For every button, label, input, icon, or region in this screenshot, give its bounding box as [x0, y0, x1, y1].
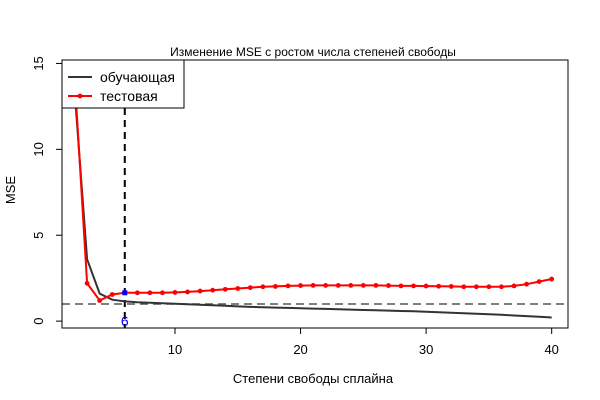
test-point: [285, 283, 291, 289]
series-line-train: [73, 90, 552, 319]
highlight-point: [122, 290, 128, 296]
test-point: [260, 284, 266, 290]
test-point: [147, 290, 153, 296]
test-point: [436, 283, 442, 289]
test-point: [423, 283, 429, 289]
test-point: [323, 282, 329, 288]
test-point: [298, 283, 303, 288]
test-point: [411, 283, 416, 289]
chart-title: Изменение MSE с ростом числа степеней св…: [170, 45, 456, 59]
test-point: [448, 284, 454, 289]
test-point: [160, 290, 165, 296]
test-point: [185, 289, 190, 295]
test-point: [247, 285, 253, 291]
test-point: [335, 282, 341, 288]
test-point: [348, 282, 354, 288]
test-point: [499, 284, 504, 290]
test-point: [210, 287, 216, 293]
x-tick-label: 10: [168, 342, 182, 357]
legend-entry: тестовая: [100, 88, 158, 104]
test-point: [197, 288, 203, 294]
x-axis-label: Степени свободы сплайна: [233, 371, 394, 386]
test-point: [360, 282, 366, 288]
x-tick-label: 40: [544, 342, 558, 357]
test-point: [172, 290, 178, 295]
plot-frame: [61, 59, 569, 329]
test-point: [386, 283, 391, 288]
y-tick-label: 5: [31, 232, 46, 239]
y-tick-label: 10: [31, 142, 46, 156]
test-point: [109, 292, 115, 297]
x-tick-label: 30: [419, 342, 433, 357]
test-point: [97, 298, 103, 303]
highlight-label: 6: [121, 313, 129, 329]
legend-box: [61, 59, 185, 109]
test-point: [222, 286, 228, 292]
test-point: [524, 281, 529, 287]
test-point: [511, 283, 517, 289]
test-point: [473, 284, 479, 290]
test-point: [235, 286, 241, 291]
test-point: [486, 284, 492, 290]
test-point: [273, 284, 278, 289]
test-point: [536, 279, 542, 285]
x-tick-label: 20: [293, 342, 307, 357]
y-axis-label: MSE: [3, 176, 18, 205]
test-point: [310, 282, 316, 288]
test-point: [549, 276, 555, 282]
legend-entry: обучающая: [100, 69, 175, 85]
test-point: [134, 290, 140, 296]
test-point: [461, 284, 467, 290]
legend-marker: [77, 93, 83, 99]
test-point: [398, 283, 404, 289]
y-tick-label: 0: [31, 318, 46, 325]
series-line-test: [73, 77, 552, 302]
test-point: [84, 280, 90, 286]
y-tick-label: 15: [31, 56, 46, 70]
test-point: [373, 282, 379, 288]
